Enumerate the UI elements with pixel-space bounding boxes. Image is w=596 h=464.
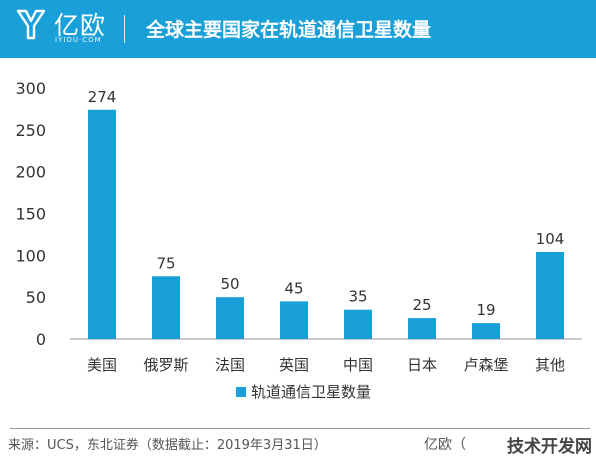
y-tick-label: 300: [15, 79, 46, 98]
bar-value-label: 45: [284, 279, 303, 297]
bar-value-label: 104: [536, 230, 565, 248]
bar-value-label: 35: [348, 288, 367, 306]
y-tick-label: 50: [26, 288, 46, 307]
bar: [408, 318, 436, 339]
legend-label: 轨道通信卫星数量: [251, 383, 371, 401]
x-tick-label: 美国: [87, 356, 117, 374]
x-tick-label: 日本: [407, 356, 437, 374]
bar: [536, 251, 564, 339]
legend: 轨道通信卫星数量: [236, 383, 371, 401]
bar: [472, 323, 500, 339]
chart-title: 全球主要国家在轨道通信卫星数量: [146, 19, 432, 41]
bar-value-label: 19: [476, 301, 495, 319]
bar-value-label: 274: [88, 88, 117, 106]
bar-chart: 0 50 100 150 200 250 300 274 美国 75 俄罗斯 50 法国 45 英国 35 中…: [15, 79, 582, 401]
header-banner: 亿欧 IYIOU·COM 全球主要国家在轨道通信卫星数量: [0, 0, 596, 58]
bar-value-label: 50: [220, 275, 239, 293]
x-tick-label: 英国: [279, 356, 309, 374]
header-divider: [124, 15, 125, 43]
brand-name: 亿欧: [54, 11, 107, 40]
bar: [152, 276, 180, 339]
y-tick-label: 200: [15, 163, 46, 182]
bars: 274 美国 75 俄罗斯 50 法国 45 英国 35 中国 25 日本 19 卢森堡 104 其他: [87, 88, 565, 374]
x-tick-label: 中国: [343, 356, 373, 374]
bar-value-label: 25: [412, 296, 431, 314]
yiou-logo-icon: [16, 9, 46, 40]
bar: [88, 109, 116, 340]
x-tick-label: 其他: [535, 356, 565, 374]
y-tick-label: 100: [15, 246, 46, 265]
bar: [216, 297, 244, 339]
y-tick-label: 150: [15, 205, 46, 224]
bar: [344, 309, 372, 339]
legend-swatch: [236, 387, 246, 397]
bar: [280, 301, 308, 339]
x-tick-label: 俄罗斯: [143, 356, 188, 374]
brand-subtitle: IYIOU·COM: [55, 36, 102, 44]
bar-value-label: 75: [156, 254, 175, 272]
footer-divider: [10, 428, 590, 429]
x-tick-label: 卢森堡: [463, 356, 508, 374]
watermark: 技术开发网: [507, 437, 592, 457]
x-tick-label: 法国: [215, 356, 245, 374]
y-tick-label: 0: [36, 330, 46, 349]
footer-brand: 亿欧（: [424, 437, 466, 453]
y-axis-ticks: 0 50 100 150 200 250 300: [15, 79, 46, 349]
y-tick-label: 250: [15, 121, 46, 140]
source-note: 来源：UCS，东北证券（数据截止：2019年3月31日）: [8, 438, 327, 453]
